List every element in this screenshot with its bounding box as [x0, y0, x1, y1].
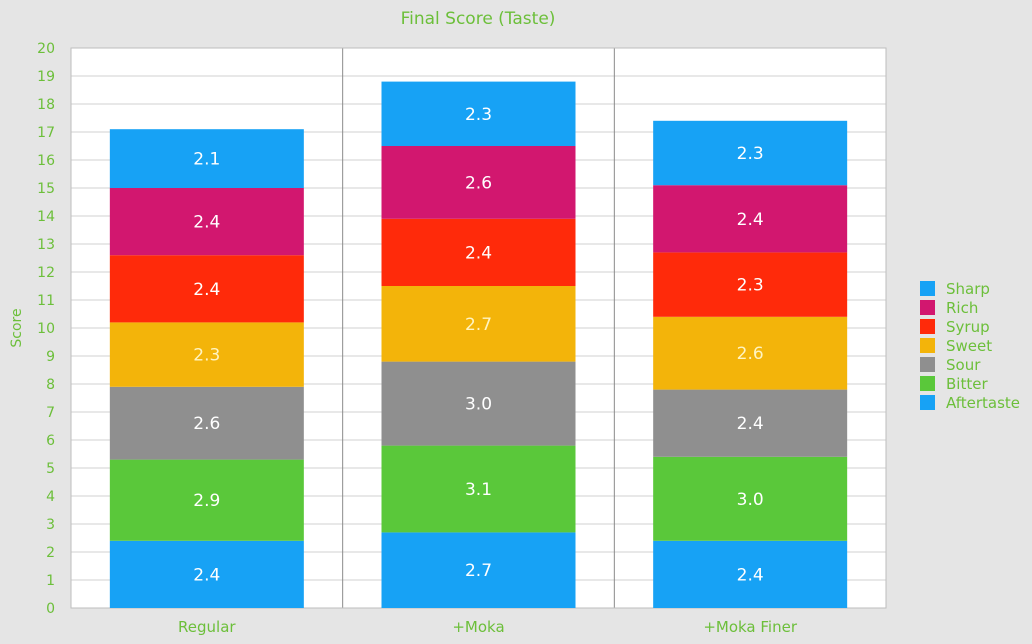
y-tick-label: 8: [46, 377, 55, 393]
data-label: 2.6: [737, 344, 764, 364]
bar-segment: [653, 252, 848, 317]
legend-label: Aftertaste: [946, 394, 1020, 412]
y-tick-label: 17: [37, 125, 55, 141]
data-label: 2.3: [737, 144, 764, 164]
bar-segment: [109, 188, 304, 256]
legend-label: Rich: [946, 299, 978, 317]
data-label: 2.4: [465, 243, 492, 263]
bar-segment: [653, 120, 848, 186]
data-label: 2.4: [193, 280, 220, 300]
data-label: 2.3: [465, 105, 492, 125]
chart-title: Final Score (Taste): [401, 9, 556, 29]
legend-label: Sharp: [946, 280, 990, 298]
bar-segment: [653, 540, 848, 608]
bar-segment: [653, 456, 848, 541]
y-tick-label: 11: [37, 293, 55, 309]
bar-segment: [381, 81, 576, 146]
x-tick-label: Regular: [178, 618, 236, 636]
legend-swatch: [920, 319, 935, 334]
y-tick-label: 4: [46, 489, 55, 505]
data-label: 2.3: [193, 346, 220, 366]
x-tick-label: +Moka: [452, 618, 504, 636]
bar-segment: [381, 286, 576, 362]
data-label: 3.1: [465, 480, 492, 500]
bar-segment: [109, 255, 304, 323]
x-tick-label: +Moka Finer: [703, 618, 798, 636]
y-tick-label: 16: [37, 153, 55, 169]
legend-swatch: [920, 300, 935, 315]
data-label: 2.4: [737, 565, 764, 585]
plot-area: 012345678910111213141516171819202.42.92.…: [37, 41, 887, 636]
y-tick-label: 14: [37, 209, 55, 225]
bar-segment: [381, 146, 576, 219]
y-tick-label: 15: [37, 181, 55, 197]
bar-segment: [381, 361, 576, 446]
y-tick-label: 12: [37, 265, 55, 281]
bar-segment: [381, 445, 576, 533]
y-tick-label: 2: [46, 545, 55, 561]
data-label: 2.9: [193, 491, 220, 511]
data-label: 2.4: [193, 213, 220, 233]
y-tick-label: 7: [46, 405, 55, 421]
data-label: 2.6: [465, 173, 492, 193]
y-tick-label: 3: [46, 517, 55, 533]
y-axis-label: Score: [9, 308, 25, 347]
y-tick-label: 5: [46, 461, 55, 477]
data-label: 2.4: [193, 565, 220, 585]
data-label: 2.1: [193, 150, 220, 170]
data-label: 2.3: [737, 276, 764, 296]
y-tick-label: 6: [46, 433, 55, 449]
y-tick-label: 20: [37, 41, 55, 57]
legend-swatch: [920, 338, 935, 353]
bar-segment: [109, 459, 304, 541]
y-tick-label: 13: [37, 237, 55, 253]
y-tick-label: 18: [37, 97, 55, 113]
y-tick-label: 10: [37, 321, 55, 337]
legend-swatch: [920, 357, 935, 372]
legend-label: Bitter: [946, 375, 988, 393]
legend-label: Syrup: [946, 318, 990, 336]
y-tick-label: 1: [46, 573, 55, 589]
legend-swatch: [920, 281, 935, 296]
data-label: 3.0: [465, 395, 492, 415]
bar-segment: [109, 386, 304, 460]
bar-segment: [109, 129, 304, 188]
legend-label: Sour: [946, 356, 981, 374]
bar-segment: [381, 218, 576, 286]
y-tick-label: 9: [46, 349, 55, 365]
data-label: 2.4: [737, 210, 764, 230]
legend-swatch: [920, 376, 935, 391]
y-tick-label: 0: [46, 601, 55, 617]
data-label: 2.7: [465, 315, 492, 335]
bar-segment: [653, 389, 848, 457]
data-label: 2.7: [465, 561, 492, 581]
legend-swatch: [920, 395, 935, 410]
bar-segment: [109, 540, 304, 608]
data-label: 2.4: [737, 414, 764, 434]
data-label: 3.0: [737, 490, 764, 510]
legend-label: Sweet: [946, 337, 992, 355]
bar-segment: [653, 316, 848, 390]
bar-segment: [381, 532, 576, 608]
bar-segment: [653, 185, 848, 253]
y-tick-label: 19: [37, 69, 55, 85]
data-label: 2.6: [193, 414, 220, 434]
bar-segment: [109, 322, 304, 387]
